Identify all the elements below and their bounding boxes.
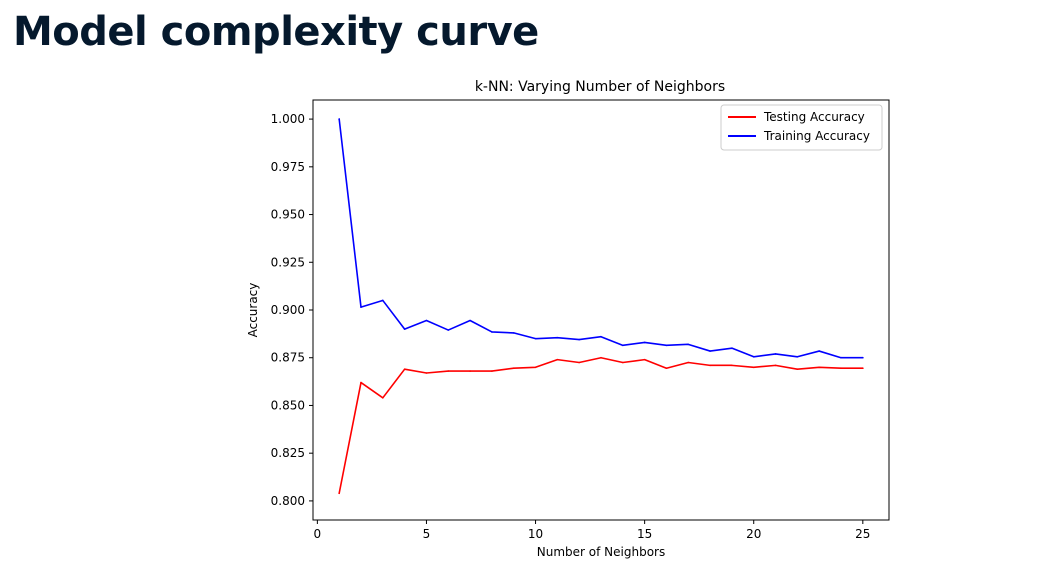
data-point-testing xyxy=(774,364,777,367)
data-point-training xyxy=(578,338,580,341)
data-point-testing xyxy=(622,361,624,364)
data-point-testing xyxy=(709,364,711,367)
data-point-training xyxy=(403,328,406,330)
data-point-testing xyxy=(643,358,646,361)
y-tick-label: 0.800 xyxy=(271,494,305,508)
y-tick-label: 0.875 xyxy=(271,351,305,365)
data-point-testing xyxy=(862,367,864,370)
data-point-training xyxy=(752,355,755,358)
data-point-training xyxy=(731,347,733,349)
chart-title: k-NN: Varying Number of Neighbors xyxy=(475,79,725,95)
data-point-training xyxy=(447,329,450,331)
data-point-testing xyxy=(752,366,755,369)
data-point-testing xyxy=(338,492,340,495)
data-point-training xyxy=(643,341,646,344)
y-axis-ticks: 0.800 0.825 0.850 0.875 0.900 0.925 0.950 0.975… xyxy=(271,112,313,508)
x-axis-ticks: 0 5 10 15 20 25 xyxy=(314,520,870,541)
data-point-testing xyxy=(687,361,690,364)
data-point-testing xyxy=(665,367,668,370)
data-point-training xyxy=(840,356,842,359)
data-point-training xyxy=(491,331,493,333)
x-tick-label: 25 xyxy=(855,527,870,541)
data-point-testing xyxy=(818,366,820,369)
y-tick-label: 0.950 xyxy=(271,208,305,222)
y-tick-label: 0.825 xyxy=(271,446,305,460)
data-point-testing xyxy=(556,358,559,361)
data-point-training xyxy=(796,355,799,358)
data-point-testing xyxy=(491,370,493,372)
data-point-testing xyxy=(425,372,428,374)
chart-legend: Testing Accuracy Training Accuracy xyxy=(720,104,883,151)
x-tick-label: 5 xyxy=(423,527,431,541)
data-point-training xyxy=(534,337,537,340)
plot-frame xyxy=(312,99,890,521)
y-tick-label: 0.925 xyxy=(271,255,305,269)
data-point-testing xyxy=(534,366,537,369)
data-point-training xyxy=(862,356,864,359)
data-point-training xyxy=(360,306,362,308)
data-point-testing xyxy=(447,370,450,372)
data-point-training xyxy=(556,336,559,339)
series-line-training xyxy=(338,118,864,359)
data-point-training xyxy=(338,118,340,120)
series-layer xyxy=(338,118,864,495)
y-axis-label: Accuracy xyxy=(246,283,260,338)
data-point-training xyxy=(469,319,471,322)
x-tick-label: 10 xyxy=(528,527,543,541)
x-axis-label: Number of Neighbors xyxy=(537,545,665,559)
x-tick-label: 20 xyxy=(746,527,761,541)
y-tick-label: 0.975 xyxy=(271,160,305,174)
y-tick-label: 0.850 xyxy=(271,398,305,412)
legend-box xyxy=(720,104,883,151)
data-point-training xyxy=(665,344,668,347)
slide-title: Model complexity curve xyxy=(13,9,539,55)
legend-label-training: Training Accuracy xyxy=(763,129,870,143)
data-point-testing xyxy=(403,368,406,370)
data-point-training xyxy=(622,344,624,347)
y-tick-label: 0.900 xyxy=(271,303,305,317)
legend-label-testing: Testing Accuracy xyxy=(763,110,865,124)
data-point-testing xyxy=(382,397,384,399)
data-point-training xyxy=(382,299,384,302)
data-point-training xyxy=(600,335,602,338)
data-point-testing xyxy=(600,356,602,359)
data-point-training xyxy=(774,353,777,355)
data-point-training xyxy=(512,332,515,334)
data-point-testing xyxy=(512,367,515,370)
x-tick-label: 15 xyxy=(637,527,652,541)
data-point-testing xyxy=(731,364,733,367)
data-point-testing xyxy=(796,368,799,370)
data-point-training xyxy=(818,350,820,352)
data-point-training xyxy=(687,343,690,346)
y-tick-label: 1.000 xyxy=(271,112,305,126)
data-point-training xyxy=(709,350,711,352)
data-point-testing xyxy=(578,361,580,364)
series-line-testing xyxy=(338,356,864,495)
data-point-testing xyxy=(360,381,362,384)
x-tick-label: 0 xyxy=(314,527,322,541)
data-point-training xyxy=(425,319,428,322)
data-point-testing xyxy=(840,367,842,370)
data-point-testing xyxy=(469,370,471,372)
